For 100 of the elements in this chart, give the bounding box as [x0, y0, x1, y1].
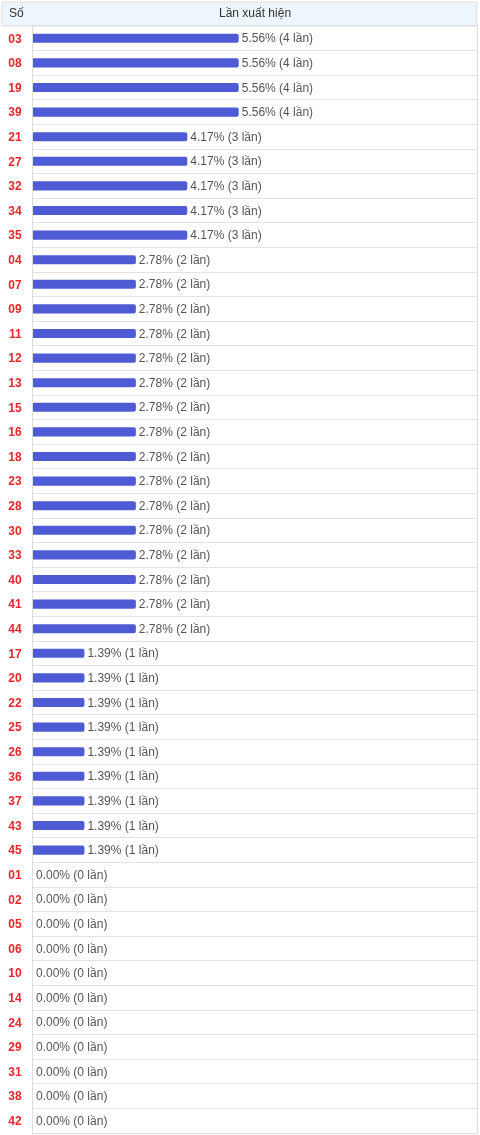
bar — [33, 304, 136, 314]
bar — [33, 574, 136, 585]
y-tick-label: 45 — [8, 843, 22, 858]
bar — [33, 328, 136, 339]
y-tick-label: 02 — [8, 892, 22, 907]
y-tick-label: 27 — [8, 154, 22, 169]
y-tick-label: 22 — [8, 695, 22, 710]
data-label: 2.78% (2 lần) — [138, 252, 211, 267]
bar — [33, 132, 188, 142]
data-label: 1.39% (1 lần) — [87, 769, 159, 784]
bar — [33, 820, 85, 831]
data-label: 2.78% (2 lần) — [138, 351, 211, 366]
bar — [33, 33, 239, 43]
bar — [33, 697, 85, 708]
bar — [33, 771, 85, 781]
data-label: 0.00% (0 lần) — [36, 1064, 108, 1079]
data-label: 4.17% (3 lần) — [190, 154, 262, 169]
bar — [33, 451, 136, 462]
bar — [33, 156, 188, 166]
bar — [33, 230, 188, 240]
y-tick-label: 44 — [8, 621, 22, 636]
y-tick-label: 42 — [8, 1113, 22, 1128]
data-label: 1.39% (1 lần) — [87, 670, 159, 685]
y-tick-label: 19 — [8, 80, 22, 95]
y-tick-label: 08 — [8, 56, 22, 71]
y-tick-label: 38 — [8, 1089, 22, 1104]
y-tick-label: 03 — [8, 31, 22, 46]
bar — [33, 550, 136, 560]
data-label: 0.00% (0 lần) — [36, 1113, 108, 1128]
data-label: 1.39% (1 lần) — [87, 818, 159, 833]
y-tick-label: 43 — [8, 818, 22, 833]
data-label: 4.17% (3 lần) — [190, 178, 262, 193]
data-label: 2.78% (2 lần) — [138, 621, 211, 636]
y-tick-label: 11 — [8, 326, 22, 341]
y-tick-label: 09 — [8, 302, 22, 317]
data-label: 1.39% (1 lần) — [87, 720, 159, 735]
data-label: 2.78% (2 lần) — [138, 597, 211, 612]
y-tick-label: 34 — [8, 203, 22, 218]
y-tick-label: 04 — [8, 252, 22, 267]
y-tick-label: 13 — [8, 375, 22, 390]
data-label: 2.78% (2 lần) — [138, 301, 211, 316]
data-label: 5.56% (4 lần) — [241, 55, 314, 70]
y-tick-label: 10 — [8, 966, 22, 981]
y-tick-label: 30 — [8, 523, 22, 538]
data-label: 1.39% (1 lần) — [87, 744, 159, 759]
bar — [33, 599, 136, 609]
y-tick-label: 32 — [8, 179, 22, 194]
bar — [33, 501, 136, 511]
data-label: 2.78% (2 lần) — [138, 424, 211, 439]
data-label: 2.78% (2 lần) — [138, 326, 211, 341]
data-label: 0.00% (0 lần) — [36, 892, 108, 907]
data-label: 5.56% (4 lần) — [241, 105, 314, 120]
data-label: 4.17% (3 lần) — [190, 129, 262, 144]
data-label: 2.78% (2 lần) — [138, 277, 211, 292]
bar — [33, 181, 188, 191]
y-axis-title: Số — [9, 6, 24, 20]
data-label: 0.00% (0 lần) — [36, 941, 108, 956]
bar — [33, 648, 85, 658]
bar — [33, 427, 136, 437]
bar — [33, 378, 136, 388]
data-label: 2.78% (2 lần) — [138, 547, 211, 562]
bar — [33, 845, 85, 855]
y-tick-label: 36 — [8, 769, 22, 784]
data-label: 1.39% (1 lần) — [87, 793, 159, 808]
data-label: 1.39% (1 lần) — [87, 843, 159, 858]
bar — [33, 624, 136, 634]
y-tick-label: 29 — [8, 1040, 22, 1055]
y-tick-label: 37 — [8, 794, 22, 809]
y-tick-label: 05 — [8, 917, 22, 932]
data-label: 0.00% (0 lần) — [36, 1015, 108, 1030]
x-axis-title: Lần xuất hiện — [219, 6, 292, 20]
data-label: 2.78% (2 lần) — [138, 400, 211, 415]
data-label: 2.78% (2 lần) — [138, 572, 211, 587]
data-label: 0.00% (0 lần) — [36, 867, 108, 882]
bar — [33, 525, 136, 535]
bar — [33, 476, 136, 486]
y-tick-label: 18 — [8, 449, 22, 464]
data-label: 5.56% (4 lần) — [241, 31, 314, 46]
data-label: 4.17% (3 lần) — [190, 228, 262, 243]
bar — [33, 673, 85, 683]
data-label: 2.78% (2 lần) — [138, 474, 211, 489]
data-label: 1.39% (1 lần) — [87, 695, 159, 710]
y-tick-label: 24 — [8, 1015, 22, 1030]
y-tick-label: 25 — [8, 720, 22, 735]
bar — [33, 107, 239, 117]
y-tick-label: 07 — [8, 277, 22, 292]
data-label: 2.78% (2 lần) — [138, 449, 211, 464]
data-label: 4.17% (3 lần) — [190, 203, 262, 218]
bar — [33, 82, 239, 93]
y-tick-label: 26 — [8, 744, 22, 759]
data-label: 2.78% (2 lần) — [138, 523, 211, 538]
data-label: 0.00% (0 lần) — [36, 990, 108, 1005]
y-tick-label: 41 — [8, 597, 22, 612]
y-tick-label: 35 — [8, 228, 22, 243]
y-tick-label: 33 — [8, 548, 22, 563]
data-label: 0.00% (0 lần) — [36, 1039, 108, 1054]
y-tick-label: 14 — [8, 990, 22, 1005]
bar — [33, 58, 239, 68]
y-tick-label: 39 — [8, 105, 22, 120]
bar — [33, 279, 136, 289]
